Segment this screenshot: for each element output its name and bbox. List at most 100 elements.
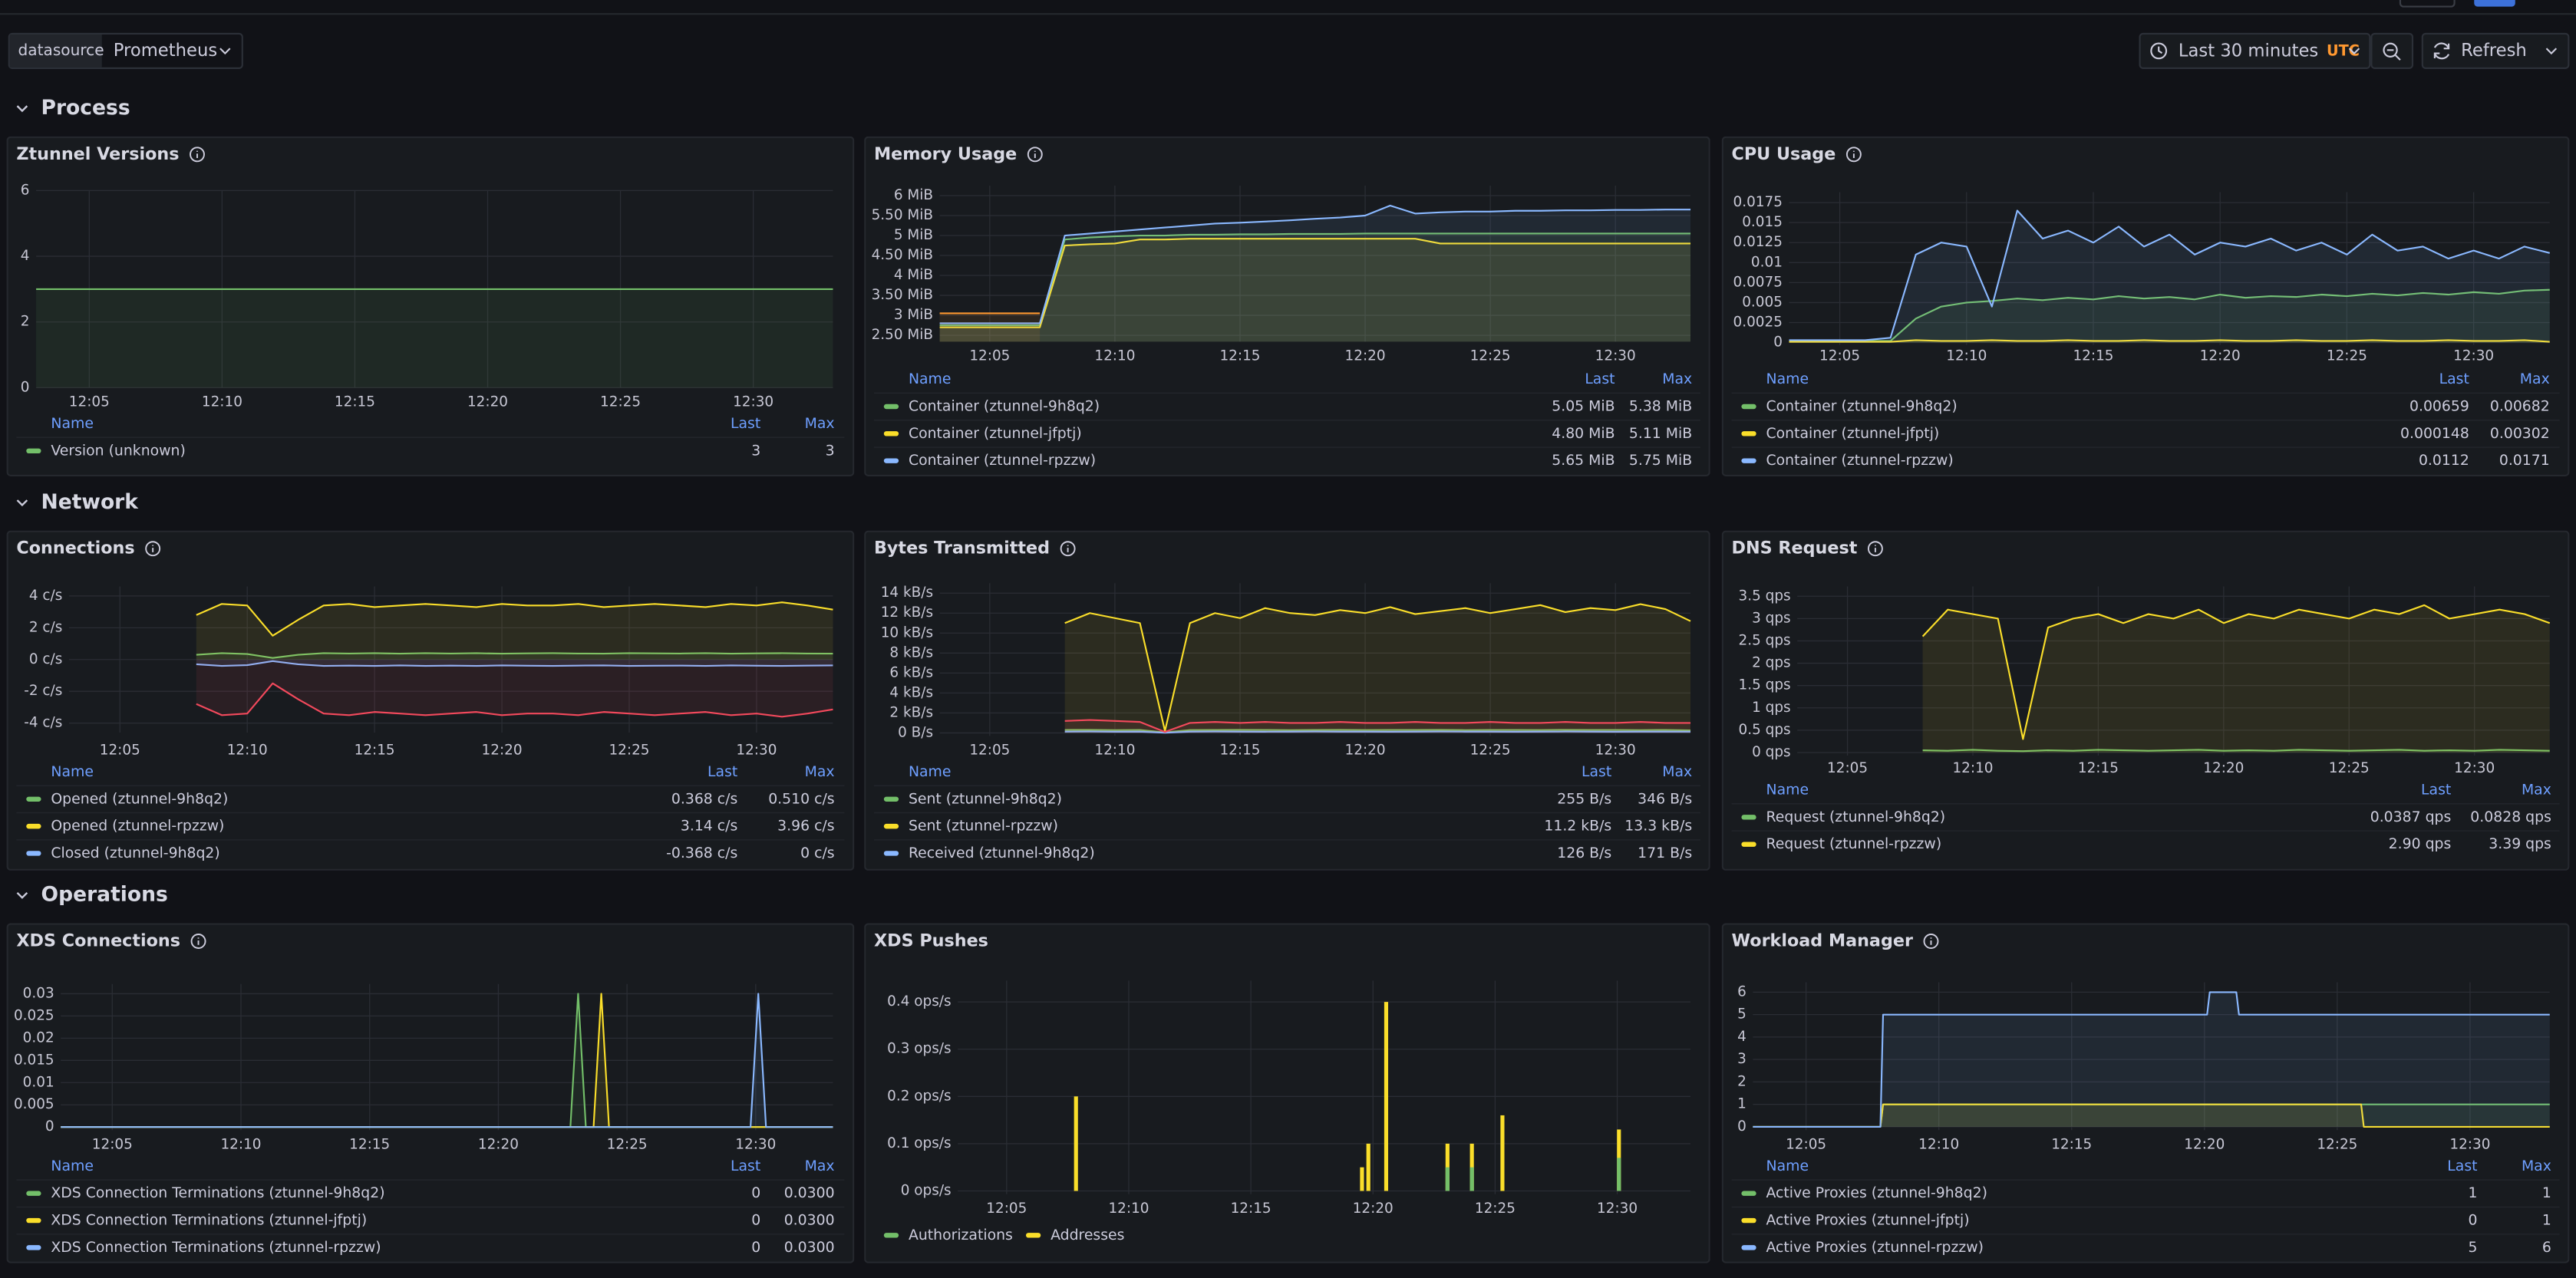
legend-max: 0.0300 [784,1213,835,1229]
panel-bg [6,923,855,1263]
legend-header: Name [909,764,952,780]
legend-name[interactable]: Request (ztunnel-9h8q2) [1766,809,1946,825]
x-tick-label: 12:30 [1597,1201,1638,1217]
x-tick-label: 12:05 [100,743,140,759]
legend-header: Last [1585,371,1615,387]
x-tick-label: 12:20 [467,394,508,410]
y-tick-label: 3 [1737,1051,1746,1067]
legend-max: 171 B/s [1638,845,1692,861]
legend-name[interactable]: Addresses [1051,1227,1124,1243]
legend-name[interactable]: Opened (ztunnel-9h8q2) [51,791,228,807]
legend-name[interactable]: Request (ztunnel-rpzzw) [1766,836,1942,852]
row-title: Operations [41,883,168,907]
info-icon[interactable] [1845,147,1862,163]
row-title: Network [41,490,140,514]
row-header[interactable]: Process [16,96,130,120]
legend-header: Name [51,764,94,780]
legend-name[interactable]: Authorizations [909,1227,1013,1243]
series-line [1064,603,1691,732]
legend-name[interactable]: XDS Connection Terminations (ztunnel-9h8… [51,1185,384,1201]
row-header[interactable]: Operations [16,883,168,907]
legend-name[interactable]: Sent (ztunnel-rpzzw) [909,819,1058,835]
refresh-button[interactable]: Refresh [2421,32,2570,69]
x-tick-label: 12:25 [2317,1137,2357,1153]
legend-max: 3 [826,443,835,459]
area-fill [939,239,1691,342]
legend-name[interactable]: Active Proxies (ztunnel-9h8q2) [1766,1185,1987,1201]
legend-name[interactable]: XDS Connection Terminations (ztunnel-rpz… [51,1240,381,1256]
panel-title: Ztunnel Versions [16,144,179,164]
top-button[interactable] [2399,0,2456,8]
series-line [939,232,1691,327]
y-tick-label: 0.4 ops/s [887,993,951,1010]
row-header[interactable]: Network [16,490,140,514]
legend-name[interactable]: Version (unknown) [51,443,185,459]
legend-swatch [26,851,41,856]
x-tick-label: 12:20 [1345,743,1386,759]
panel-title: Bytes Transmitted [874,539,1050,558]
legend-name[interactable]: Active Proxies (ztunnel-rpzzw) [1766,1240,1984,1256]
top-button-primary[interactable] [2474,0,2515,7]
info-icon[interactable] [1867,541,1883,557]
y-tick-label: 2 [21,314,30,330]
legend-last: 3 [751,443,760,459]
x-tick-label: 12:10 [1094,348,1135,364]
series-line [1064,730,1691,734]
legend-name[interactable]: Received (ztunnel-9h8q2) [909,845,1095,861]
info-icon[interactable] [190,934,206,949]
x-tick-label: 12:10 [1952,760,1993,776]
legend-swatch [26,1191,41,1196]
legend-name[interactable]: Container (ztunnel-9h8q2) [909,398,1100,414]
area-fill [939,313,1041,342]
y-tick-label: 6 MiB [894,187,933,203]
y-tick-label: 0 qps [1752,744,1791,760]
x-tick-label: 12:15 [1219,348,1260,364]
datasource-picker[interactable]: datasource Prometheus [8,32,243,69]
legend-name[interactable]: Container (ztunnel-rpzzw) [1766,453,1954,469]
legend-name[interactable]: Container (ztunnel-jfptj) [1766,426,1940,442]
legend-header: Max [2520,371,2550,387]
legend-swatch [883,1233,899,1238]
legend-header: Max [2522,1158,2551,1174]
y-tick-label: 0 c/s [29,651,62,667]
x-tick-label: 12:30 [2454,760,2495,776]
legend-name[interactable]: Container (ztunnel-rpzzw) [909,453,1096,469]
info-icon[interactable] [145,541,161,557]
legend-name[interactable]: Container (ztunnel-jfptj) [909,426,1082,442]
legend-name[interactable]: XDS Connection Terminations (ztunnel-jfp… [51,1213,367,1229]
info-icon[interactable] [1923,934,1939,949]
chevron [2545,48,2558,55]
legend-name[interactable]: Closed (ztunnel-9h8q2) [51,845,219,861]
x-tick-label: 12:05 [969,743,1010,759]
info-icon[interactable] [190,147,205,163]
zoom-out-button[interactable] [2370,32,2414,69]
legend-name[interactable]: Opened (ztunnel-rpzzw) [51,819,224,835]
y-tick-label: 0.005 [1742,294,1783,310]
x-tick-label: 12:30 [1595,348,1636,364]
time-picker[interactable]: Last 30 minutes UTC [2139,32,2371,69]
legend-max: 0.0828 qps [2470,809,2551,825]
y-tick-label: 1 qps [1752,700,1791,716]
info-icon[interactable] [1060,541,1076,557]
y-tick-label: 12 kB/s [881,604,933,621]
area-fill [196,602,833,660]
legend-max: 346 B/s [1638,791,1692,807]
series-line [1753,1103,2550,1128]
y-tick-label: 4 [21,248,30,264]
legend-header: Name [51,416,94,432]
legend-name[interactable]: Sent (ztunnel-9h8q2) [909,791,1062,807]
legend-name[interactable]: Container (ztunnel-9h8q2) [1766,398,1958,414]
x-tick-label: 12:30 [1595,743,1636,759]
legend-swatch [1741,842,1756,847]
info-icon[interactable] [1027,147,1043,163]
legend-last: 1 [2469,1185,2478,1201]
y-tick-label: 0.0125 [1733,234,1783,250]
legend-swatch [1025,1233,1041,1238]
y-tick-label: 2 kB/s [889,704,933,720]
x-tick-label: 12:30 [733,394,773,410]
legend-swatch [1741,1191,1756,1196]
y-tick-label: 2 [1737,1073,1746,1089]
y-tick-label: 5 [1737,1006,1746,1023]
legend-name[interactable]: Active Proxies (ztunnel-jfptj) [1766,1213,1970,1229]
y-tick-label: 4 kB/s [889,684,933,700]
